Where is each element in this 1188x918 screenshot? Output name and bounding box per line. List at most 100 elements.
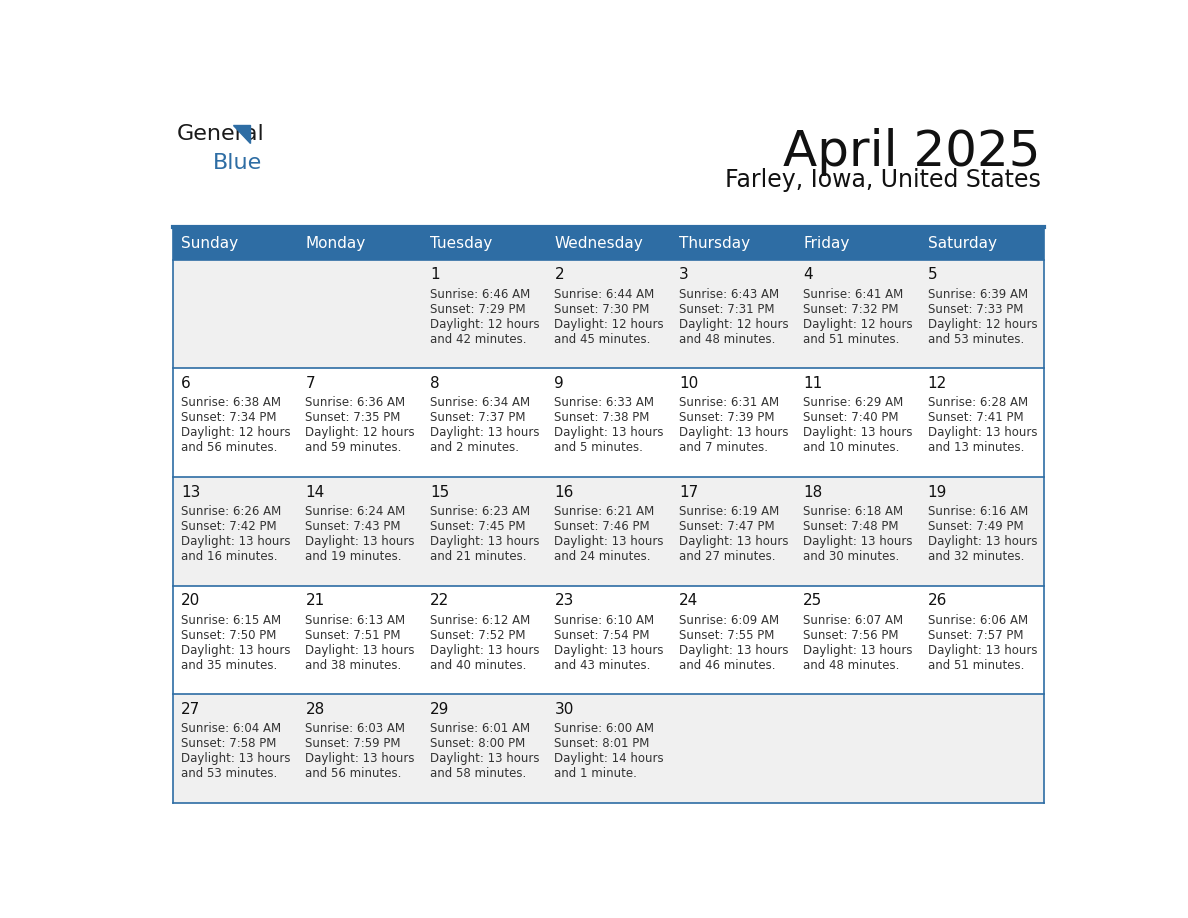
Bar xyxy=(173,368,1044,477)
Bar xyxy=(173,260,1044,368)
Text: Daylight: 12 hours: Daylight: 12 hours xyxy=(678,318,789,330)
Text: and 43 minutes.: and 43 minutes. xyxy=(555,659,651,672)
Text: 22: 22 xyxy=(430,593,449,609)
Text: and 59 minutes.: and 59 minutes. xyxy=(305,442,402,454)
Text: Daylight: 13 hours: Daylight: 13 hours xyxy=(430,535,539,548)
Text: Sunset: 7:46 PM: Sunset: 7:46 PM xyxy=(555,520,650,533)
Text: Sunrise: 6:03 AM: Sunrise: 6:03 AM xyxy=(305,722,405,735)
Text: Sunday: Sunday xyxy=(181,236,238,251)
Text: Sunset: 7:38 PM: Sunset: 7:38 PM xyxy=(555,411,650,424)
Text: and 21 minutes.: and 21 minutes. xyxy=(430,550,526,563)
Text: 9: 9 xyxy=(555,376,564,391)
Text: and 51 minutes.: and 51 minutes. xyxy=(928,659,1024,672)
Text: and 42 minutes.: and 42 minutes. xyxy=(430,332,526,345)
Text: April 2025: April 2025 xyxy=(783,128,1041,176)
Text: Sunrise: 6:38 AM: Sunrise: 6:38 AM xyxy=(181,397,282,409)
Text: Sunset: 7:29 PM: Sunset: 7:29 PM xyxy=(430,303,525,316)
Text: Sunset: 8:01 PM: Sunset: 8:01 PM xyxy=(555,737,650,750)
Text: Sunrise: 6:16 AM: Sunrise: 6:16 AM xyxy=(928,505,1028,518)
Text: 29: 29 xyxy=(430,702,449,717)
Text: Daylight: 14 hours: Daylight: 14 hours xyxy=(555,753,664,766)
Text: Daylight: 13 hours: Daylight: 13 hours xyxy=(430,644,539,656)
Text: Sunset: 7:57 PM: Sunset: 7:57 PM xyxy=(928,629,1023,642)
Text: Daylight: 13 hours: Daylight: 13 hours xyxy=(181,644,291,656)
Text: and 16 minutes.: and 16 minutes. xyxy=(181,550,278,563)
Text: Tuesday: Tuesday xyxy=(430,236,492,251)
Text: 16: 16 xyxy=(555,485,574,499)
Bar xyxy=(173,694,1044,803)
Text: 25: 25 xyxy=(803,593,822,609)
Text: and 24 minutes.: and 24 minutes. xyxy=(555,550,651,563)
Text: Sunset: 7:56 PM: Sunset: 7:56 PM xyxy=(803,629,899,642)
Text: Sunset: 7:52 PM: Sunset: 7:52 PM xyxy=(430,629,525,642)
Text: Sunset: 7:34 PM: Sunset: 7:34 PM xyxy=(181,411,277,424)
Bar xyxy=(173,477,1044,586)
Text: and 1 minute.: and 1 minute. xyxy=(555,767,637,780)
Text: Daylight: 13 hours: Daylight: 13 hours xyxy=(305,753,415,766)
Text: Daylight: 13 hours: Daylight: 13 hours xyxy=(803,644,912,656)
Text: Sunrise: 6:41 AM: Sunrise: 6:41 AM xyxy=(803,287,904,300)
Text: 21: 21 xyxy=(305,593,324,609)
Text: Sunset: 7:30 PM: Sunset: 7:30 PM xyxy=(555,303,650,316)
Text: and 53 minutes.: and 53 minutes. xyxy=(181,767,277,780)
Text: and 19 minutes.: and 19 minutes. xyxy=(305,550,402,563)
Bar xyxy=(671,227,796,260)
Text: 28: 28 xyxy=(305,702,324,717)
Text: 17: 17 xyxy=(678,485,699,499)
Text: Sunrise: 6:34 AM: Sunrise: 6:34 AM xyxy=(430,397,530,409)
Text: Sunrise: 6:39 AM: Sunrise: 6:39 AM xyxy=(928,287,1028,300)
Text: 1: 1 xyxy=(430,267,440,282)
Text: 4: 4 xyxy=(803,267,813,282)
Text: Sunrise: 6:21 AM: Sunrise: 6:21 AM xyxy=(555,505,655,518)
Text: Daylight: 12 hours: Daylight: 12 hours xyxy=(803,318,912,330)
Text: Sunrise: 6:46 AM: Sunrise: 6:46 AM xyxy=(430,287,530,300)
Text: and 2 minutes.: and 2 minutes. xyxy=(430,442,519,454)
Text: and 51 minutes.: and 51 minutes. xyxy=(803,332,899,345)
Text: Daylight: 13 hours: Daylight: 13 hours xyxy=(555,644,664,656)
Text: Friday: Friday xyxy=(803,236,849,251)
Bar xyxy=(173,227,298,260)
Text: 26: 26 xyxy=(928,593,947,609)
Text: Sunset: 8:00 PM: Sunset: 8:00 PM xyxy=(430,737,525,750)
Text: Farley, Iowa, United States: Farley, Iowa, United States xyxy=(725,168,1041,192)
Text: Daylight: 13 hours: Daylight: 13 hours xyxy=(555,426,664,440)
Text: Daylight: 13 hours: Daylight: 13 hours xyxy=(928,535,1037,548)
Text: and 46 minutes.: and 46 minutes. xyxy=(678,659,776,672)
Text: 7: 7 xyxy=(305,376,315,391)
Text: Sunset: 7:51 PM: Sunset: 7:51 PM xyxy=(305,629,402,642)
Text: and 48 minutes.: and 48 minutes. xyxy=(803,659,899,672)
Text: Sunrise: 6:12 AM: Sunrise: 6:12 AM xyxy=(430,613,530,627)
Text: and 13 minutes.: and 13 minutes. xyxy=(928,442,1024,454)
Text: Sunset: 7:49 PM: Sunset: 7:49 PM xyxy=(928,520,1023,533)
Text: General: General xyxy=(177,124,265,144)
Bar xyxy=(920,227,1044,260)
Text: and 53 minutes.: and 53 minutes. xyxy=(928,332,1024,345)
Text: 19: 19 xyxy=(928,485,947,499)
Text: Sunset: 7:47 PM: Sunset: 7:47 PM xyxy=(678,520,775,533)
Text: and 35 minutes.: and 35 minutes. xyxy=(181,659,277,672)
Text: Sunset: 7:58 PM: Sunset: 7:58 PM xyxy=(181,737,277,750)
Text: and 45 minutes.: and 45 minutes. xyxy=(555,332,651,345)
Text: Sunset: 7:37 PM: Sunset: 7:37 PM xyxy=(430,411,525,424)
Text: Sunset: 7:41 PM: Sunset: 7:41 PM xyxy=(928,411,1023,424)
Text: Sunrise: 6:04 AM: Sunrise: 6:04 AM xyxy=(181,722,282,735)
Text: Daylight: 13 hours: Daylight: 13 hours xyxy=(928,426,1037,440)
Bar xyxy=(422,227,546,260)
Bar xyxy=(796,227,920,260)
Text: Daylight: 12 hours: Daylight: 12 hours xyxy=(928,318,1037,330)
Text: Sunrise: 6:33 AM: Sunrise: 6:33 AM xyxy=(555,397,655,409)
Text: Sunset: 7:43 PM: Sunset: 7:43 PM xyxy=(305,520,402,533)
Text: 14: 14 xyxy=(305,485,324,499)
Text: 10: 10 xyxy=(678,376,699,391)
Bar xyxy=(298,227,422,260)
Text: 24: 24 xyxy=(678,593,699,609)
Text: Sunset: 7:39 PM: Sunset: 7:39 PM xyxy=(678,411,775,424)
Text: Sunset: 7:32 PM: Sunset: 7:32 PM xyxy=(803,303,899,316)
Text: Daylight: 12 hours: Daylight: 12 hours xyxy=(430,318,539,330)
Text: Sunset: 7:40 PM: Sunset: 7:40 PM xyxy=(803,411,899,424)
Text: 12: 12 xyxy=(928,376,947,391)
Text: Sunrise: 6:10 AM: Sunrise: 6:10 AM xyxy=(555,613,655,627)
Text: and 30 minutes.: and 30 minutes. xyxy=(803,550,899,563)
Text: Thursday: Thursday xyxy=(678,236,750,251)
Text: Saturday: Saturday xyxy=(928,236,997,251)
